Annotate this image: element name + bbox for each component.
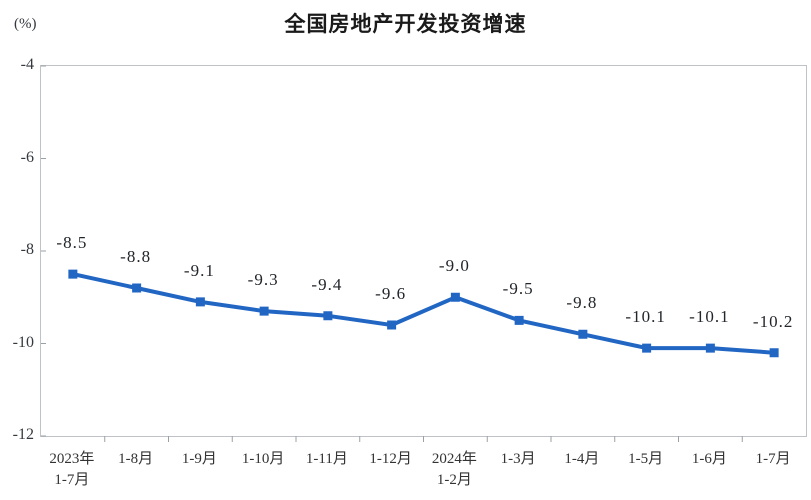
data-point-marker: [514, 315, 524, 325]
y-tick-label: -10: [12, 333, 34, 351]
x-category-label: 1-9月: [181, 451, 217, 467]
data-point-marker: [769, 348, 779, 358]
x-category-label: 1-11月: [305, 451, 348, 467]
x-category-label: 1-7月: [755, 451, 791, 467]
x-category-label: 1-10月: [241, 451, 285, 467]
data-point-label: -10.1: [625, 307, 666, 327]
data-point-marker: [642, 343, 652, 353]
data-point-label: -10.2: [752, 311, 794, 331]
data-point-label: -9.5: [502, 279, 534, 299]
x-category-label: 1-6月: [691, 451, 727, 467]
data-point-label: -9.6: [375, 284, 407, 303]
data-point-label: -9.3: [247, 270, 279, 290]
x-category-label: 1-8月: [118, 451, 154, 467]
data-point-marker: [578, 329, 588, 339]
data-point-label: -9.0: [438, 256, 470, 276]
data-point-label: -10.1: [689, 307, 730, 327]
line-series-canvas: [41, 65, 779, 442]
x-category-label: 2024年 1-2月: [431, 451, 477, 488]
series-line: [70, 272, 777, 355]
chart-title: 全国房地产开发投资增速: [284, 13, 527, 36]
plot-area: [40, 65, 807, 442]
data-point-label: -9.1: [183, 260, 215, 280]
data-point-label: -9.4: [311, 274, 343, 294]
data-point-marker: [705, 343, 715, 353]
data-point-marker: [68, 269, 78, 279]
x-category-label: 1-4月: [564, 451, 600, 467]
data-point-label: -8.5: [56, 233, 88, 253]
data-point-marker: [195, 297, 205, 307]
y-tick-label: -4: [20, 56, 34, 73]
y-tick-label: -6: [20, 148, 34, 166]
data-point-marker: [323, 311, 333, 321]
data-point-marker: [450, 292, 460, 302]
x-category-label: 2023年 1-7月: [49, 451, 95, 488]
x-category-label: 1-12月: [369, 451, 412, 467]
y-tick-label: -12: [12, 426, 34, 443]
data-point-marker: [259, 306, 269, 316]
data-point-label: -9.8: [566, 293, 598, 313]
data-point-label: -8.8: [120, 247, 152, 266]
data-point-marker: [387, 320, 397, 330]
y-axis-unit-label: (%): [14, 16, 37, 32]
x-category-label: 1-3月: [500, 451, 536, 467]
x-category-label: 1-5月: [628, 451, 664, 467]
data-point-marker: [132, 283, 142, 293]
y-tick-label: -8: [20, 241, 34, 258]
